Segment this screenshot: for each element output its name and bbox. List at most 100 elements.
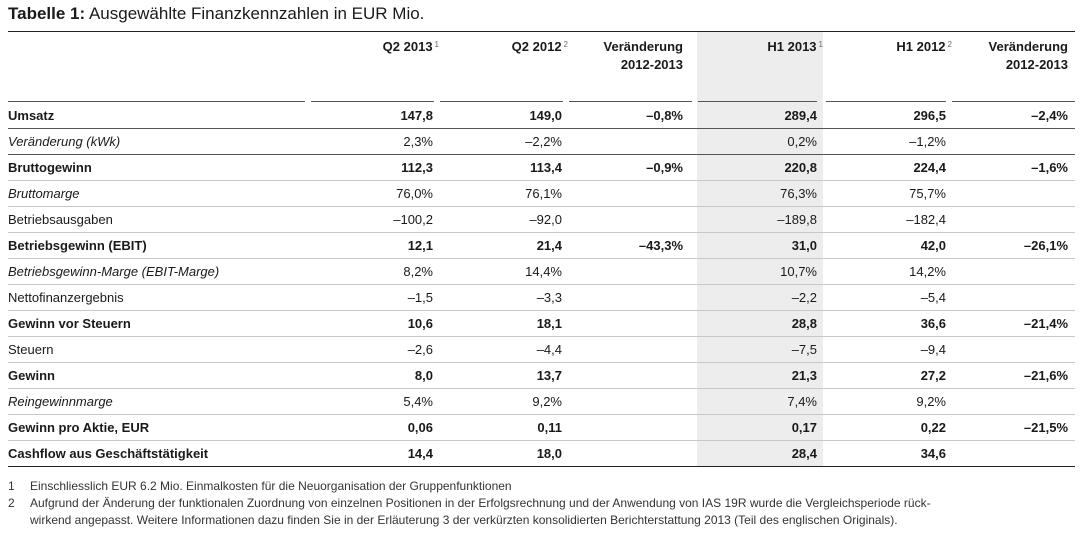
column-header-4: H1 2013 1 bbox=[713, 38, 823, 56]
footnote-number: 2 bbox=[8, 496, 15, 510]
row-separator bbox=[8, 414, 1075, 415]
row-value: –21,5% bbox=[1023, 420, 1068, 435]
row-value: 8,2% bbox=[403, 264, 433, 279]
row-value: –0,8% bbox=[646, 108, 683, 123]
row-value: –0,9% bbox=[646, 160, 683, 175]
column-header-line1: Veränderung bbox=[573, 38, 683, 56]
row-value: 10,6 bbox=[407, 316, 433, 331]
row-value: 12,1 bbox=[407, 238, 433, 253]
row-value: 296,5 bbox=[913, 108, 946, 123]
column-header-5: H1 2012 2 bbox=[842, 38, 952, 56]
column-header-line1: Veränderung bbox=[958, 38, 1068, 56]
column-header-6: Veränderung 2012-2013 bbox=[958, 38, 1068, 74]
table-top-rule bbox=[8, 31, 1075, 32]
row-separator bbox=[8, 284, 1075, 285]
row-value: 34,6 bbox=[920, 446, 946, 461]
row-value: 76,0% bbox=[396, 186, 433, 201]
row-value: –1,2% bbox=[909, 134, 946, 149]
row-separator bbox=[8, 258, 1075, 259]
row-separator bbox=[8, 310, 1075, 311]
table-row: Betriebsausgaben –100,2 –92,0 –189,8 –182,4 bbox=[0, 207, 1083, 233]
table-title-prefix: Tabelle 1: bbox=[8, 4, 86, 23]
row-value: 18,1 bbox=[536, 316, 562, 331]
header-rule-segment bbox=[440, 101, 563, 102]
footnote-line: 1 Einschliesslich EUR 6.2 Mio. Einmalkost… bbox=[8, 478, 1075, 494]
row-label: Gewinn pro Aktie, EUR bbox=[8, 420, 150, 435]
row-value: 9,2% bbox=[916, 394, 946, 409]
row-value: –2,2 bbox=[791, 290, 817, 305]
row-label: Nettofinanzergebnis bbox=[8, 290, 124, 305]
row-value: –5,4 bbox=[920, 290, 946, 305]
footnote-marker: 2 bbox=[563, 40, 568, 49]
row-value: 289,4 bbox=[784, 108, 817, 123]
column-header-line1: Q2 2013 1 bbox=[329, 38, 439, 56]
footnote-marker: 1 bbox=[818, 40, 823, 49]
row-label: Betriebsgewinn-Marge (EBIT-Marge) bbox=[8, 264, 220, 279]
row-separator bbox=[8, 336, 1075, 337]
row-value: 7,4% bbox=[787, 394, 817, 409]
row-value: –21,4% bbox=[1023, 316, 1068, 331]
row-value: –182,4 bbox=[906, 212, 946, 227]
row-value: 28,8 bbox=[791, 316, 817, 331]
row-value: –189,8 bbox=[777, 212, 817, 227]
row-value: –100,2 bbox=[393, 212, 433, 227]
column-header-line2: 2012-2013 bbox=[1005, 57, 1068, 72]
footnote-text: Einschliesslich EUR 6.2 Mio. Einmalkoste… bbox=[30, 479, 512, 493]
table-row: Bruttogewinn 112,3 113,4 –0,9% 220,8 224,4 –1,… bbox=[0, 155, 1083, 181]
row-value: 224,4 bbox=[913, 160, 946, 175]
row-value: 76,3% bbox=[780, 186, 817, 201]
column-header-text: Veränderung bbox=[988, 39, 1068, 54]
row-value: 14,2% bbox=[909, 264, 946, 279]
header-rule-segment bbox=[952, 101, 1075, 102]
row-value: 0,22 bbox=[920, 420, 946, 435]
row-value: –43,3% bbox=[638, 238, 683, 253]
row-value: –2,2% bbox=[525, 134, 562, 149]
row-value: 75,7% bbox=[909, 186, 946, 201]
row-value: 28,4 bbox=[791, 446, 817, 461]
table-row: Reingewinnmarge 5,4% 9,2% 7,4% 9,2% bbox=[0, 389, 1083, 415]
column-header-1: Q2 2013 1 bbox=[329, 38, 439, 56]
row-value: 149,0 bbox=[529, 108, 562, 123]
table-row: Gewinn pro Aktie, EUR 0,06 0,11 0,17 0,22 –21… bbox=[0, 415, 1083, 441]
row-value: 0,2% bbox=[787, 134, 817, 149]
row-value: 21,3 bbox=[791, 368, 817, 383]
row-label: Cashflow aus Geschäftstätigkeit bbox=[8, 446, 209, 461]
row-value: 42,0 bbox=[920, 238, 946, 253]
footnote-text: wirkend angepasst. Weitere Informationen… bbox=[30, 513, 898, 527]
table-row: Betriebsgewinn-Marge (EBIT-Marge) 8,2% 14,… bbox=[0, 259, 1083, 285]
row-label: Bruttogewinn bbox=[8, 160, 92, 175]
row-value: 0,11 bbox=[537, 420, 562, 435]
footnote-marker: 1 bbox=[434, 40, 439, 49]
row-label: Bruttomarge bbox=[8, 186, 80, 201]
row-separator bbox=[8, 206, 1075, 207]
column-header-text: Q2 2012 bbox=[511, 39, 562, 54]
table-row: Steuern –2,6 –4,4 –7,5 –9,4 bbox=[0, 337, 1083, 363]
row-separator bbox=[8, 388, 1075, 389]
row-value: 21,4 bbox=[536, 238, 562, 253]
row-value: 112,3 bbox=[401, 160, 433, 175]
row-value: 2,3% bbox=[403, 134, 433, 149]
table-bottom-rule bbox=[8, 466, 1075, 467]
row-value: 147,8 bbox=[400, 108, 433, 123]
footnote-marker: 2 bbox=[947, 40, 952, 49]
row-value: 18,0 bbox=[536, 446, 562, 461]
row-label: Steuern bbox=[8, 342, 54, 357]
row-value: 0,06 bbox=[407, 420, 433, 435]
row-value: 5,4% bbox=[403, 394, 433, 409]
column-header-line1: H1 2012 2 bbox=[842, 38, 952, 56]
table-row: Umsatz 147,8 149,0 –0,8% 289,4 296,5 –2,4% bbox=[0, 103, 1083, 129]
column-header-2: Q2 2012 2 bbox=[458, 38, 568, 56]
row-separator bbox=[8, 154, 1075, 155]
row-value: 9,2% bbox=[532, 394, 562, 409]
row-value: 8,0 bbox=[414, 368, 433, 383]
row-label: Betriebsausgaben bbox=[8, 212, 113, 227]
row-label: Betriebsgewinn (EBIT) bbox=[8, 238, 147, 253]
row-label: Gewinn vor Steuern bbox=[8, 316, 131, 331]
table-row: Veränderung (kWk) 2,3% –2,2% 0,2% –1,2% bbox=[0, 129, 1083, 155]
footnote-number: 1 bbox=[8, 479, 15, 493]
row-value: –1,6% bbox=[1031, 160, 1068, 175]
row-value: –21,6% bbox=[1023, 368, 1068, 383]
table-row: Betriebsgewinn (EBIT) 12,1 21,4 –43,3% 31,0 4… bbox=[0, 233, 1083, 259]
column-header-line1: Q2 2012 2 bbox=[458, 38, 568, 56]
row-value: 76,1% bbox=[525, 186, 562, 201]
